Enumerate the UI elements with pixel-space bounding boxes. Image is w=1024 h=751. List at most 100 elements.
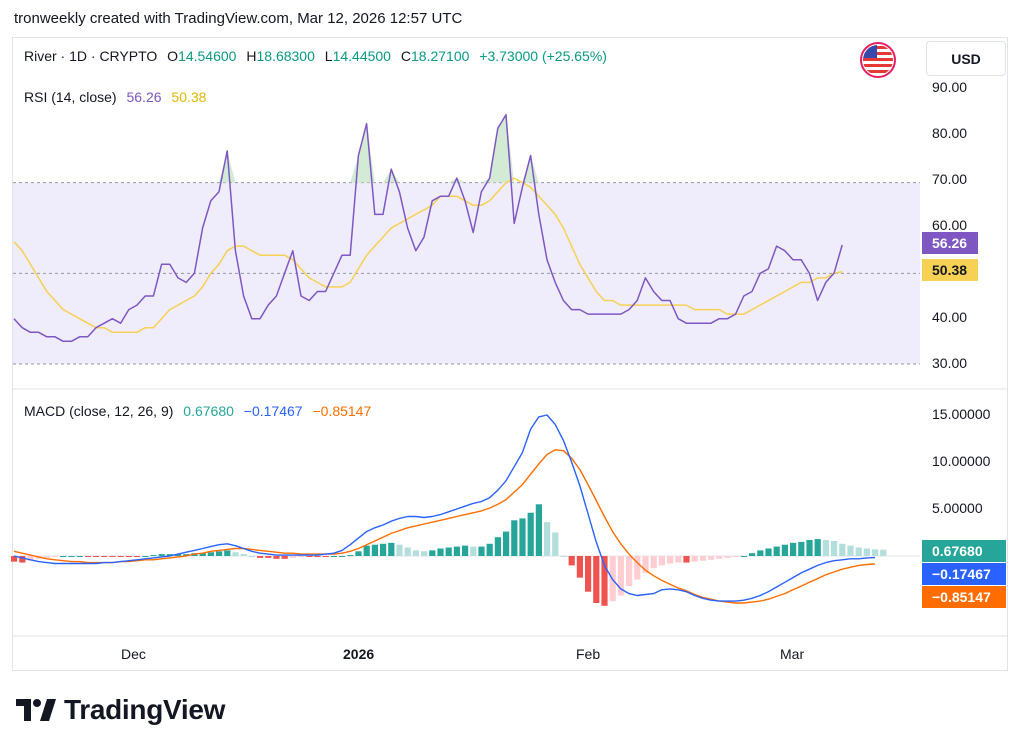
- macd-histogram-bar: [248, 556, 255, 557]
- macd-histogram-bar: [281, 556, 288, 559]
- change-value: +3.73000 (+25.65%): [479, 48, 607, 64]
- macd-histogram-bar: [462, 545, 469, 556]
- macd-histogram-bar: [880, 549, 887, 556]
- macd-histogram-bar: [224, 550, 231, 556]
- macd-histogram-bar: [19, 556, 26, 563]
- rsi-axis-label: 40.00: [932, 309, 968, 325]
- macd-label[interactable]: MACD (close, 12, 26, 9): [24, 403, 174, 419]
- macd-histogram-bar: [732, 556, 739, 557]
- macd-histogram-bar: [798, 541, 805, 556]
- macd-histogram-bar: [60, 556, 67, 557]
- rsi-overbought-fill: [358, 123, 367, 183]
- macd-histogram-bar: [142, 556, 149, 557]
- macd-histogram-bar: [527, 512, 534, 556]
- macd-histogram-bar: [511, 520, 518, 556]
- chart-frame: [12, 37, 1008, 671]
- macd-histogram-bar: [388, 542, 395, 556]
- macd-histogram-bar: [658, 556, 665, 566]
- rsi-axis-label: 80.00: [932, 125, 968, 141]
- macd-histogram-bar: [486, 543, 493, 556]
- macd-histogram-bar: [52, 556, 59, 557]
- macd-histogram-bar: [650, 556, 657, 569]
- macd-histogram-bar: [298, 556, 305, 557]
- macd-histogram-bar: [724, 556, 731, 558]
- tradingview-brand[interactable]: TradingView: [16, 694, 225, 726]
- macd-histogram-bar: [265, 556, 272, 558]
- macd-histogram-bar: [240, 554, 247, 556]
- rsi-legend: RSI (14, close) 56.26 50.38: [24, 89, 212, 105]
- macd-histogram-bar: [790, 542, 797, 556]
- open-value: 14.54600: [178, 48, 237, 64]
- low-label: L: [324, 48, 333, 64]
- macd-legend: MACD (close, 12, 26, 9) 0.67680 −0.17467…: [24, 403, 377, 419]
- macd-histogram-bar: [396, 544, 403, 556]
- macd-histogram-bar: [544, 522, 551, 556]
- macd-histogram-bar: [806, 540, 813, 556]
- rsi-label[interactable]: RSI (14, close): [24, 89, 117, 105]
- macd-histogram-bar: [560, 556, 567, 557]
- macd-histogram-bar: [642, 556, 649, 573]
- macd-histogram-bar: [175, 554, 182, 556]
- high-label: H: [246, 48, 257, 64]
- macd-axis-label: 5.00000: [932, 500, 983, 516]
- attribution-header: tronweekly created with TradingView.com,…: [14, 10, 463, 27]
- tradingview-wordmark: TradingView: [64, 694, 226, 725]
- rsi-line: [13, 113, 843, 343]
- macd-histogram-bar: [773, 546, 780, 556]
- macd-histogram-bar: [535, 504, 542, 556]
- macd-histogram-bar: [216, 551, 223, 556]
- high-value: 18.68300: [256, 48, 315, 64]
- us-flag-icon[interactable]: [860, 42, 896, 78]
- symbol-legend: River · 1D · CRYPTO O14.54600 H18.68300 …: [24, 48, 613, 64]
- time-axis-label: 2026: [343, 646, 375, 662]
- macd-histogram-bar: [601, 556, 608, 606]
- macd-histogram-bar: [552, 532, 559, 556]
- rsi-overbought-fill: [506, 114, 515, 183]
- macd-histogram-bar: [683, 556, 690, 563]
- macd-histogram-bar: [437, 548, 444, 556]
- rsi-overbought-fill: [219, 150, 228, 183]
- macd-histogram-bar: [757, 550, 764, 556]
- rsi-axis-label: 60.00: [932, 217, 968, 233]
- macd-histogram-bar: [494, 537, 501, 556]
- rsi-overbought-fill: [497, 114, 506, 183]
- rsi-axis-label: 90.00: [932, 79, 968, 95]
- macd-histogram-bar: [150, 555, 157, 557]
- rsi-axis-label: 30.00: [932, 355, 968, 371]
- macd-histogram-bar: [84, 556, 91, 557]
- time-axis-label: Mar: [780, 646, 805, 662]
- macd-histogram-bar: [863, 548, 870, 556]
- macd-histogram-bar: [626, 556, 633, 587]
- symbol-name[interactable]: River · 1D · CRYPTO: [24, 48, 158, 64]
- macd-histogram-bar: [273, 556, 280, 559]
- currency-button[interactable]: USD: [926, 41, 1006, 76]
- macd-histogram-bar: [470, 546, 477, 556]
- macd-histogram-bar: [617, 556, 624, 596]
- macd-histogram-bar: [330, 556, 337, 557]
- close-label: C: [400, 48, 411, 64]
- macd-histogram-bar: [306, 556, 313, 557]
- macd-histogram-bar: [445, 547, 452, 556]
- macd-histogram-bar: [716, 556, 723, 559]
- macd-histogram-bar: [691, 556, 698, 562]
- macd-histogram-bar: [634, 556, 641, 580]
- macd-line: [13, 414, 876, 602]
- macd-signal-value: −0.85147: [312, 403, 372, 419]
- macd-histogram-bar: [183, 554, 190, 556]
- macd-histogram-bar: [27, 556, 34, 561]
- macd-histogram-bar: [765, 548, 772, 556]
- open-label: O: [167, 48, 179, 64]
- macd-histogram-bar: [380, 543, 387, 556]
- macd-histogram-bar: [831, 540, 838, 556]
- macd-histogram-bar: [675, 556, 682, 563]
- macd-histogram-bar: [749, 553, 756, 556]
- macd-histogram-bar: [781, 544, 788, 556]
- macd-histogram-bar: [199, 553, 206, 556]
- macd-histogram-bar: [101, 556, 108, 557]
- rsi-overbought-fill: [391, 169, 400, 183]
- macd-histogram-bar: [322, 556, 329, 557]
- macd-axis-label: 10.00000: [932, 453, 991, 469]
- macd-histogram-bar: [855, 547, 862, 556]
- macd-histogram-bar: [125, 556, 132, 557]
